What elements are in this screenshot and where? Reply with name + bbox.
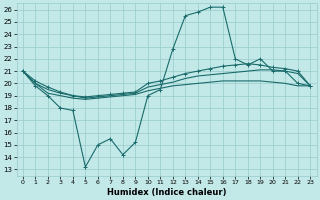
X-axis label: Humidex (Indice chaleur): Humidex (Indice chaleur) — [107, 188, 226, 197]
